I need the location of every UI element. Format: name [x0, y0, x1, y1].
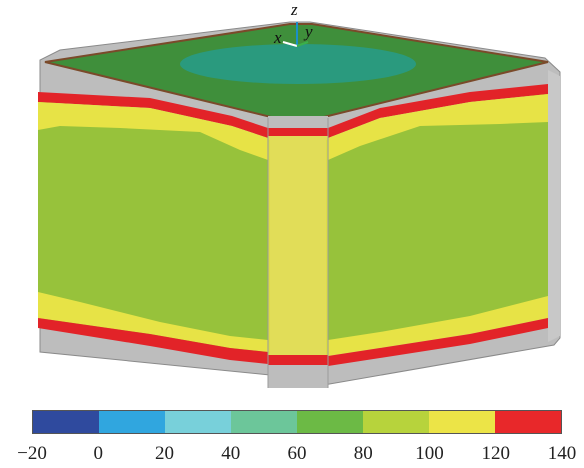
colorbar [32, 410, 562, 434]
colorbar-tick-label: 140 [547, 443, 577, 464]
left-face [38, 100, 270, 355]
front-edge-top-red [268, 128, 328, 136]
left-upper-yellow-band [38, 102, 268, 160]
colorbar-tick-label: 0 [93, 443, 104, 464]
colorbar-tick-label: 100 [415, 443, 444, 464]
x-axis-line [282, 41, 298, 47]
colorbar-segment [165, 411, 231, 433]
right-lower-yellow-band [328, 296, 548, 356]
left-lower-red-band [38, 318, 268, 364]
colorbar-segment [33, 411, 99, 433]
colorbar-tick-label: 80 [353, 443, 373, 464]
colorbar-tick-label: −20 [17, 443, 47, 464]
left-lower-yellow-band [38, 292, 268, 352]
front-edge-column [268, 118, 328, 388]
colorbar-tick-label: 40 [221, 443, 241, 464]
axes-triad [282, 22, 309, 47]
colorbar-tick-label: 120 [481, 443, 511, 464]
front-edge-bottom-gray [268, 365, 328, 388]
front-edge-bottom-red [268, 355, 328, 365]
colorbar-segment [363, 411, 429, 433]
right-face [326, 92, 548, 356]
colorbar-segment [297, 411, 363, 433]
right-edge-strip [548, 70, 560, 342]
left-upper-red-band [38, 92, 268, 138]
right-lower-red-band [328, 318, 548, 366]
colorbar-segment [495, 411, 561, 433]
colorbar-tick-label: 20 [155, 443, 174, 464]
front-edge-top-gray [268, 116, 328, 128]
colorbar-segment [99, 411, 165, 433]
colorbar-tick-label: 60 [287, 443, 307, 464]
x-axis-label: x [274, 28, 282, 47]
colorbar-segment [231, 411, 297, 433]
right-upper-red-band [328, 84, 548, 138]
top-face-contour [180, 44, 416, 84]
z-axis-label: z [291, 0, 298, 19]
y-axis-label: y [305, 22, 313, 41]
colorbar-segment [429, 411, 495, 433]
y-axis-line [296, 41, 309, 47]
right-upper-yellow-band [328, 94, 548, 160]
